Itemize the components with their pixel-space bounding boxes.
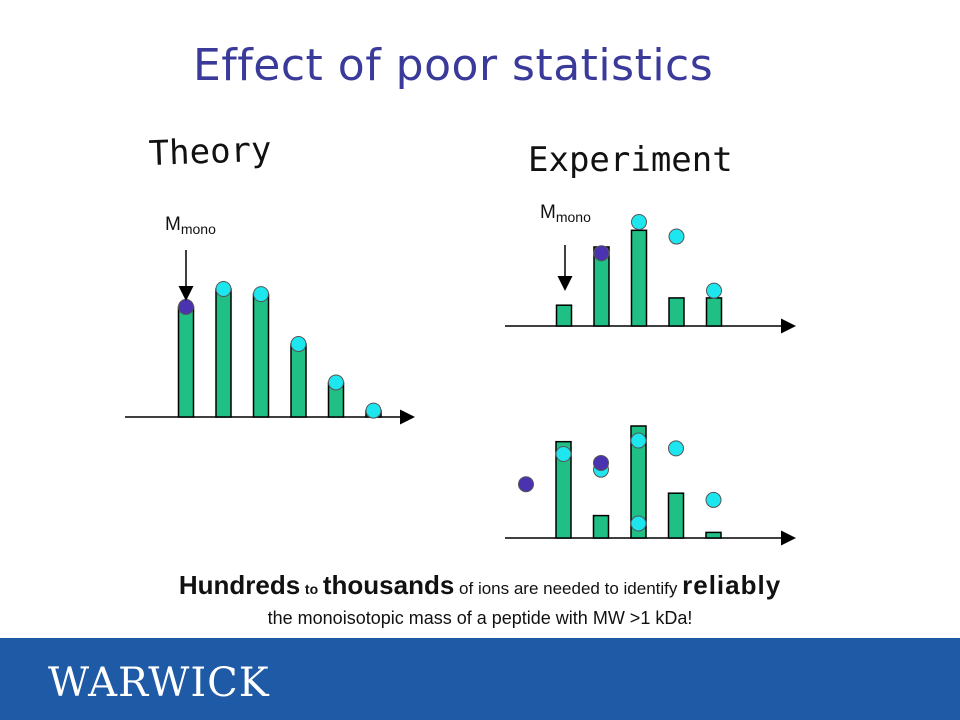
experiment-bottom-point-6: [705, 491, 722, 508]
experiment-top-point-3: [631, 214, 647, 230]
theory-point-5: [328, 374, 344, 391]
theory-bar-3: [252, 293, 270, 418]
theory-bar-1: [177, 306, 195, 418]
caption-word-reliably: reliably: [682, 570, 782, 600]
experiment-mono-label-sub: mono: [556, 209, 591, 225]
experiment-top-point-2: [593, 245, 610, 262]
experiment-top-point-5: [706, 282, 722, 299]
experiment-top-point-4: [668, 228, 685, 245]
caption-word-hundreds: Hundreds: [178, 570, 301, 600]
theory-mono-label: Mmono: [165, 214, 216, 237]
experiment-bottom-plot: [505, 425, 796, 546]
experiment-mono-label-main: M: [540, 202, 556, 223]
experiment-top-bar-3: [630, 229, 648, 327]
theory-bar-4: [290, 343, 307, 418]
warwick-logo: WARWICK: [48, 660, 270, 706]
experiment-bottom-mono-point: [593, 454, 609, 471]
theory-point-2: [215, 281, 232, 297]
caption-text-middle: of ions are needed to identify: [459, 579, 678, 598]
footer-bar: [0, 638, 960, 720]
experiment-top-plot: [505, 214, 796, 334]
theory-point-6: [365, 402, 382, 419]
caption-line-1: Hundreds to thousands of ions are needed…: [0, 570, 960, 601]
caption-word-thousands: thousands: [322, 570, 455, 600]
experiment-bottom-bar-2: [555, 440, 572, 539]
experiment-heading: Experiment: [528, 140, 733, 180]
experiment-bottom-point-4: [630, 432, 647, 449]
experiment-bottom-point-5: [668, 440, 684, 457]
theory-mono-label-main: M: [165, 214, 181, 235]
caption-line-2: the monoisotopic mass of a peptide with …: [267, 608, 693, 628]
experiment-bottom-extra-point-1: [630, 515, 647, 532]
caption-word-to: to: [304, 581, 319, 597]
theory-point-1: [178, 298, 194, 315]
experiment-bottom-bar-5: [667, 492, 685, 539]
experiment-bottom-point-2: [555, 446, 572, 462]
theory-mono-label-sub: mono: [181, 221, 216, 237]
experiment-bottom-outlier-point: [518, 476, 534, 493]
experiment-top-bar-4: [668, 297, 685, 327]
experiment-top-bar-5: [705, 297, 723, 327]
experiment-top-bar-1: [555, 304, 573, 327]
isotope-distribution-diagram: Mmono Mmono: [125, 202, 796, 546]
experiment-bottom-bar-4: [630, 425, 647, 539]
theory-point-4: [290, 336, 307, 353]
theory-bar-2: [215, 288, 232, 418]
experiment-bottom-bar-3: [592, 514, 610, 539]
experiment-mono-label: Mmono: [540, 202, 591, 225]
experiment-bottom-bar-6: [705, 531, 722, 539]
theory-plot: [125, 281, 415, 425]
theory-point-3: [253, 286, 269, 303]
slide-title: Effect of poor statistics: [193, 40, 714, 91]
